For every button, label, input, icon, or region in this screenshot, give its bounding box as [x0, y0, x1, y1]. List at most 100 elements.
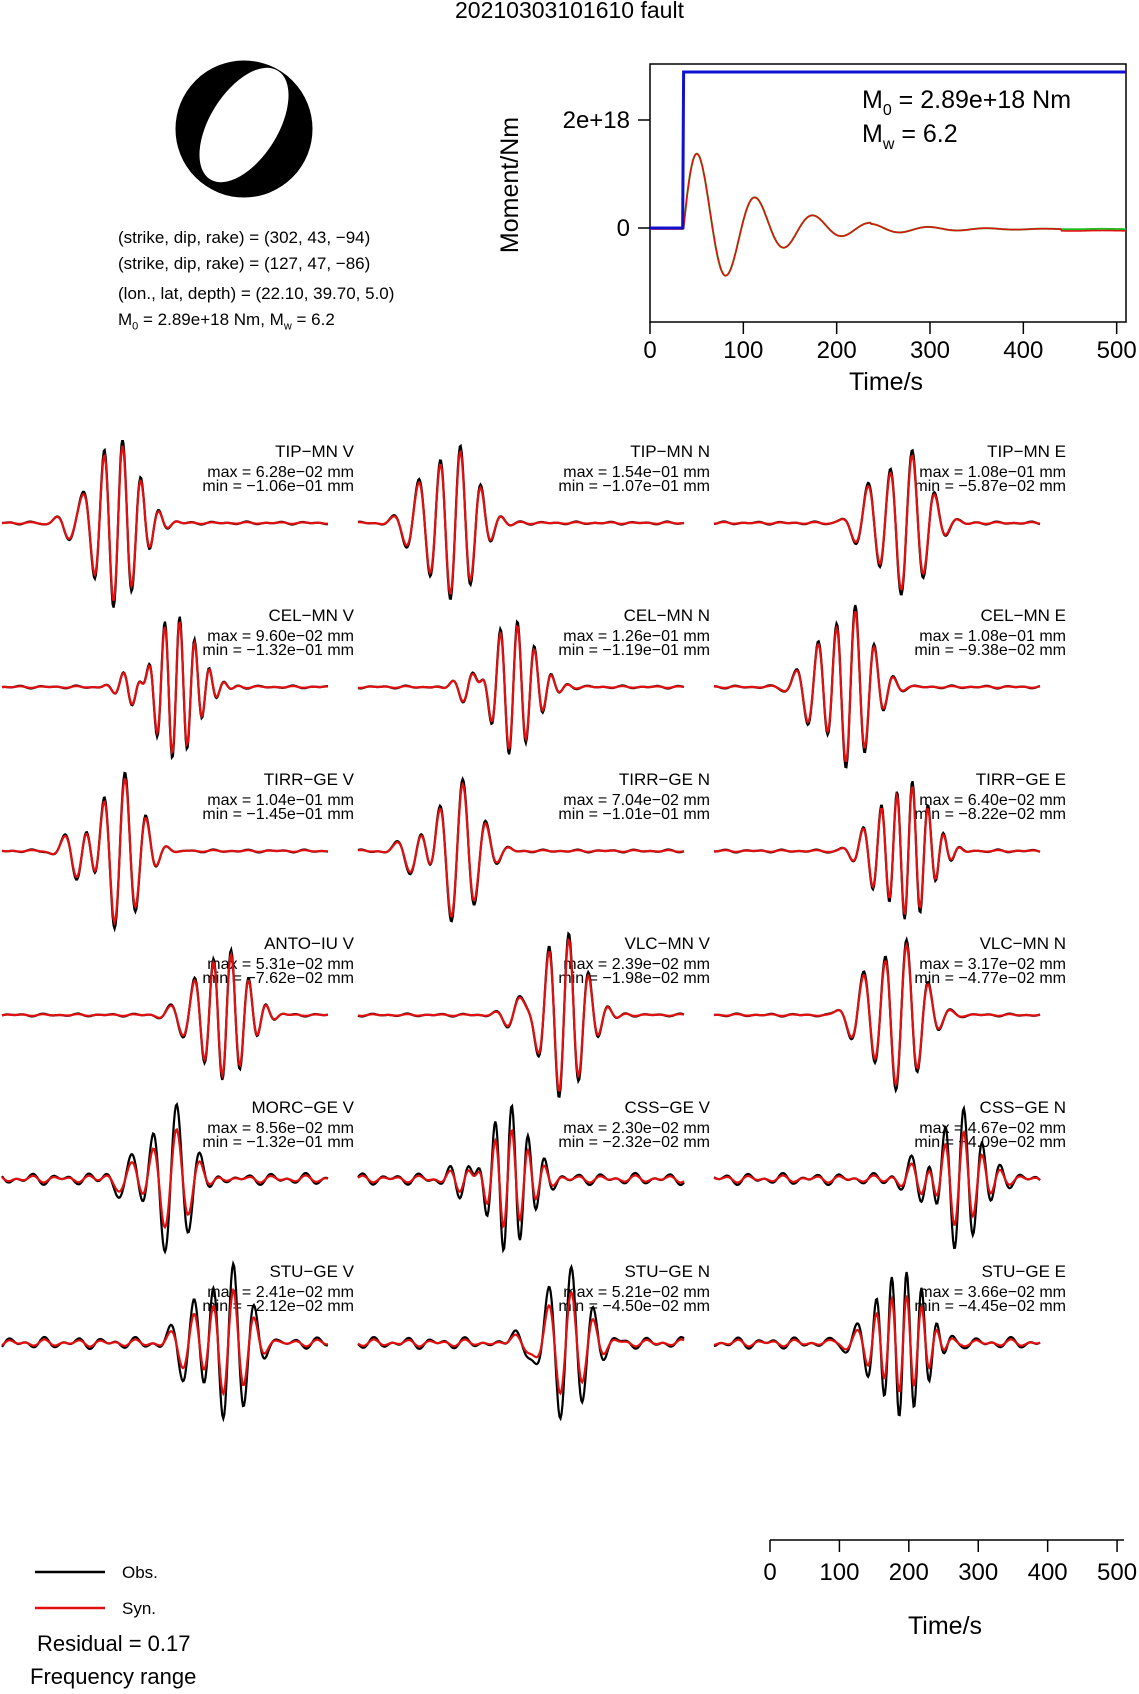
synthetic-trace [713, 941, 1041, 1088]
station-label: MORC−GE V [252, 1098, 355, 1117]
max-amplitude-label: max = 5.31e−02 mm [207, 956, 354, 973]
moment-xtick-4: 400 [1003, 337, 1043, 364]
min-amplitude-label: min = −8.22e−02 mm [914, 806, 1066, 823]
min-amplitude-label: min = −1.01e−01 mm [558, 806, 710, 823]
station-label: STU−GE E [981, 1262, 1066, 1281]
station-label: ANTO−IU V [264, 934, 355, 953]
solution-info: (strike, dip, rake) = (302, 43, −94) (st… [118, 225, 394, 339]
moment-rate-red [650, 152, 1126, 277]
waveform-time-axis: 0 100 200 300 400 500 Time/s [763, 1539, 1137, 1640]
waveform-xtick-2: 200 [889, 1559, 929, 1586]
moment-xlabel: Time/s [849, 368, 923, 396]
synthetic-trace [1, 1127, 329, 1230]
moment-ylabel: Moment/Nm [496, 117, 524, 253]
min-amplitude-label: min = −1.98e−02 mm [558, 970, 710, 987]
min-amplitude-label: min = −1.32e−01 mm [202, 642, 354, 659]
max-amplitude-label: max = 9.60e−02 mm [207, 628, 354, 645]
min-amplitude-label: min = −1.45e−01 mm [202, 806, 354, 823]
max-amplitude-label: max = 2.30e−02 mm [563, 1120, 710, 1137]
min-amplitude-label: min = −2.32e−02 mm [558, 1134, 710, 1151]
legend: Obs. Syn. Residual = 0.17 Frequency rang… [30, 1563, 196, 1689]
moment-plot-frame [649, 63, 1127, 323]
min-amplitude-label: min = −4.50e−02 mm [558, 1298, 710, 1315]
min-amplitude-label: min = −9.38e−02 mm [914, 642, 1066, 659]
synthetic-trace [714, 454, 1041, 591]
station-label: VLC−MN V [625, 934, 711, 953]
moment-xtick-3: 300 [910, 337, 950, 364]
legend-obs-label: Obs. [122, 1563, 158, 1582]
synthetic-trace [357, 449, 685, 595]
moment-ytick-0: 0 [617, 215, 630, 242]
synthetic-trace [713, 1294, 1041, 1393]
synthetic-trace [357, 1128, 685, 1229]
min-amplitude-label: min = −1.06e−01 mm [202, 478, 354, 495]
max-amplitude-label: max = 5.21e−02 mm [563, 1284, 710, 1301]
max-amplitude-label: max = 8.56e−02 mm [207, 1120, 354, 1137]
moment-xtick-5: 500 [1097, 337, 1137, 364]
min-amplitude-label: min = −2.12e−02 mm [202, 1298, 354, 1315]
synthetic-trace [2, 445, 328, 602]
min-amplitude-label: min = −1.19e−01 mm [558, 642, 710, 659]
moment-ytick-1: 2e+18 [563, 107, 630, 134]
waveform-xtick-1: 100 [819, 1559, 859, 1586]
synthetic-trace [357, 1289, 685, 1396]
synthetic-trace [1, 778, 329, 926]
synthetic-trace [714, 611, 1041, 763]
max-amplitude-label: max = 2.39e−02 mm [563, 956, 710, 973]
moment-function-chart: 0 2e+18 0 100 200 300 400 500 Moment/Nm Time/s… [496, 63, 1137, 396]
min-amplitude-label: min = −1.32e−01 mm [202, 1134, 354, 1151]
min-amplitude-label: min = −1.07e−01 mm [558, 478, 710, 495]
residual-label: Residual = 0.17 [37, 1631, 191, 1656]
station-label: CEL−MN N [624, 606, 710, 625]
station-label: TIP−MN E [987, 442, 1066, 461]
station-label: TIRR−GE V [264, 770, 355, 789]
moment-summary: M0 = 2.89e+18 Nm, Mw = 6.2 [118, 310, 335, 333]
waveform-xtick-5: 500 [1097, 1559, 1137, 1586]
station-label: CEL−MN V [269, 606, 355, 625]
station-label: TIP−MN N [630, 442, 710, 461]
synthetic-trace [713, 1129, 1041, 1226]
station-label: VLC−MN N [980, 934, 1066, 953]
min-amplitude-label: min = −4.77e−02 mm [914, 970, 1066, 987]
station-label: TIRR−GE N [619, 770, 710, 789]
max-amplitude-label: max = 7.04e−02 mm [563, 792, 710, 809]
moment-cumulative-line [650, 70, 1126, 230]
synthetic-trace [714, 786, 1041, 915]
min-amplitude-label: min = −5.87e−02 mm [914, 478, 1066, 495]
max-amplitude-label: max = 6.28e−02 mm [207, 464, 354, 481]
synthetic-trace [357, 624, 685, 750]
moment-xtick-1: 100 [723, 337, 763, 364]
max-amplitude-label: max = 1.26e−01 mm [563, 628, 710, 645]
min-amplitude-label: min = −7.62e−02 mm [202, 970, 354, 987]
legend-syn-label: Syn. [122, 1599, 156, 1618]
synthetic-trace [357, 937, 685, 1092]
max-amplitude-label: max = 3.66e−02 mm [919, 1284, 1066, 1301]
synthetic-trace [357, 781, 685, 918]
station-label: CSS−GE V [624, 1098, 710, 1117]
station-label: CEL−MN E [981, 606, 1067, 625]
nodal-plane-2: (strike, dip, rake) = (127, 47, −86) [118, 254, 371, 273]
moment-mw-annotation: Mw = 6.2 [862, 120, 958, 153]
max-amplitude-label: max = 1.04e−01 mm [207, 792, 354, 809]
waveform-xtick-4: 400 [1028, 1559, 1068, 1586]
nodal-plane-1: (strike, dip, rake) = (302, 43, −94) [118, 228, 371, 247]
station-label: TIP−MN V [275, 442, 355, 461]
max-amplitude-label: max = 4.67e−02 mm [919, 1120, 1066, 1137]
min-amplitude-label: min = −4.09e−02 mm [914, 1134, 1066, 1151]
max-amplitude-label: max = 1.08e−01 mm [919, 464, 1066, 481]
station-label: TIRR−GE E [976, 770, 1066, 789]
synthetic-trace [1, 1287, 328, 1397]
synthetic-trace [1, 950, 328, 1080]
